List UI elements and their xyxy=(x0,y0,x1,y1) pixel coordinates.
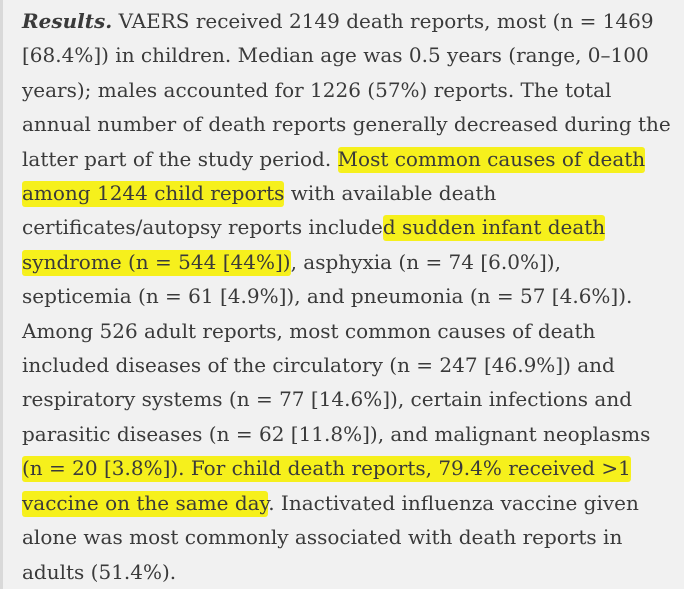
results-text-segment-1: VAERS received 2149 death reports, most … xyxy=(22,9,671,171)
results-text-segment-4: . Inactivated influenza vaccine given al… xyxy=(22,490,639,584)
results-lead-label: Results. xyxy=(22,9,113,33)
left-accent-bar xyxy=(0,0,3,589)
results-paragraph: Results. VAERS received 2149 death repor… xyxy=(22,4,674,589)
results-text-segment-2: with available death certificates/autops… xyxy=(22,181,497,240)
results-text-segment-3: , asphyxia (n = 74 [6.0%]), septicemia (… xyxy=(22,249,651,446)
